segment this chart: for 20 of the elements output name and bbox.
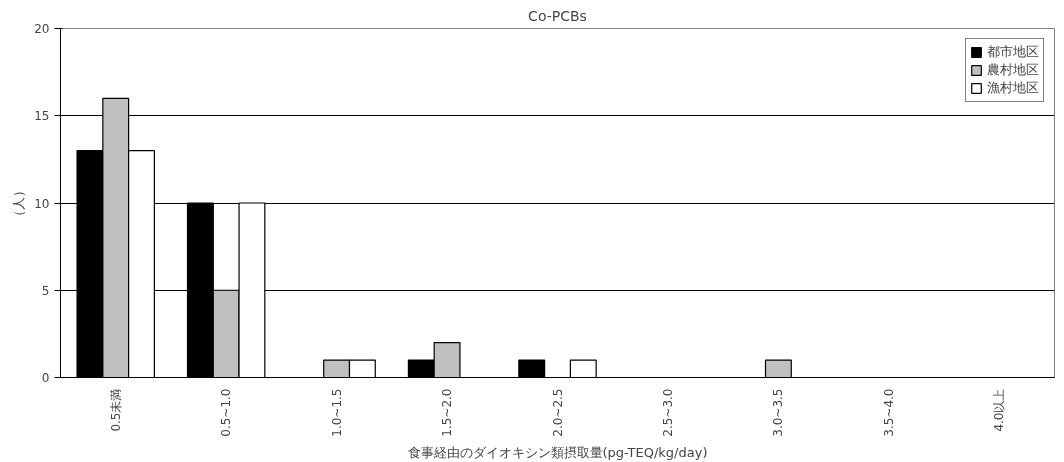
x-tick-label: 1.5~2.0 <box>440 388 455 437</box>
y-tick-label: 0 <box>41 371 50 385</box>
x-tick-label: 1.0~1.5 <box>329 388 344 437</box>
x-tick-label: 0.5~1.0 <box>219 388 234 437</box>
chart-title: Co-PCBs <box>528 7 587 24</box>
y-axis-title: （人） <box>11 183 27 223</box>
y-tick-label: 5 <box>41 283 50 298</box>
x-tick-label: 3.0~3.5 <box>771 388 786 437</box>
x-tick-label: 3.5~4.0 <box>881 388 896 437</box>
y-tick-label: 20 <box>34 22 50 36</box>
x-tick-label: 0.5未満 <box>108 388 123 432</box>
x-axis-title: 食事経由のダイオキシン類摂取量(pg-TEQ/kg/day) <box>407 444 708 460</box>
x-tick-label: 2.0~2.5 <box>550 388 565 437</box>
x-tick-label: 2.5~3.0 <box>660 388 675 437</box>
y-tick-label: 15 <box>34 109 50 124</box>
y-tick-label: 10 <box>34 196 50 211</box>
legend-label: 農村地区 <box>987 61 1039 79</box>
x-tick-label: 4.0以上 <box>992 388 1007 432</box>
legend-label: 漁村地区 <box>987 79 1039 97</box>
legend-label: 都市地区 <box>987 43 1039 61</box>
